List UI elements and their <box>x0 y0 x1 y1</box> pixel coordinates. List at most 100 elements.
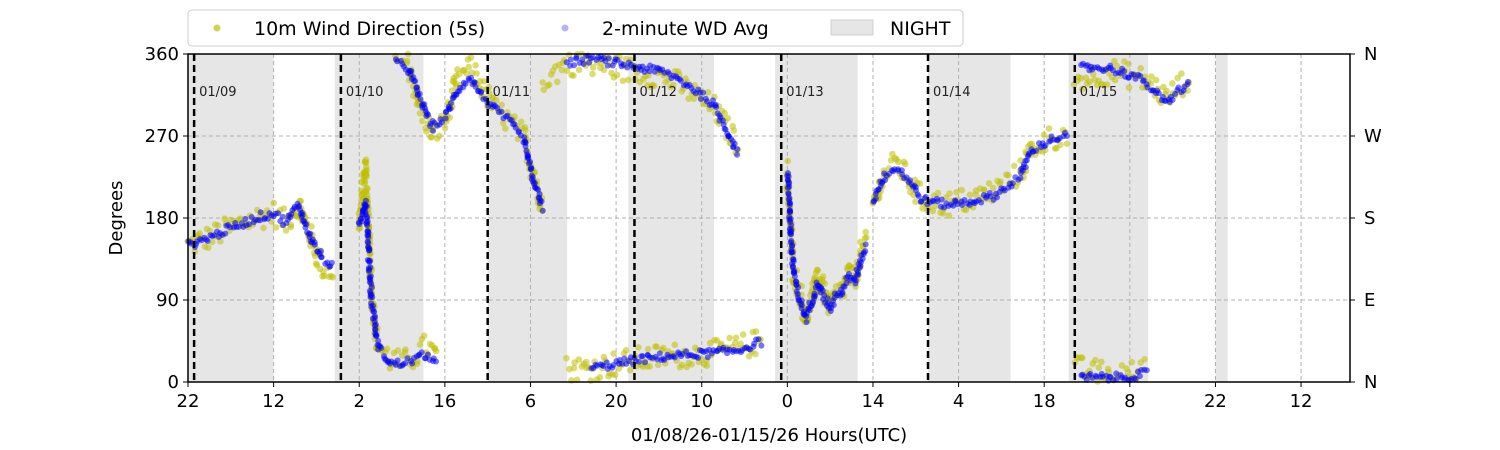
data-point <box>358 218 365 225</box>
data-point <box>416 341 424 348</box>
data-point <box>981 187 988 194</box>
data-point <box>427 123 433 130</box>
data-point <box>697 96 704 102</box>
data-point <box>788 237 795 244</box>
data-point <box>932 202 939 210</box>
data-point <box>788 249 795 256</box>
data-point <box>575 356 583 363</box>
data-point <box>1079 85 1086 93</box>
data-point <box>1121 68 1127 75</box>
data-point <box>912 198 919 205</box>
data-point <box>642 359 648 366</box>
data-point <box>1086 78 1093 85</box>
data-point <box>902 160 909 168</box>
data-point <box>862 241 869 248</box>
data-point <box>803 313 810 320</box>
x-tick-label: 0 <box>782 391 793 412</box>
data-point <box>670 81 677 89</box>
data-point <box>580 61 587 67</box>
data-point <box>713 104 720 111</box>
data-point <box>704 89 712 96</box>
data-point <box>700 89 707 96</box>
data-point <box>368 284 375 291</box>
data-point <box>554 78 561 86</box>
data-point <box>626 366 634 374</box>
data-point <box>522 143 529 150</box>
data-point <box>625 76 632 84</box>
data-point <box>416 90 423 97</box>
day-markers: 01/09 01/10 01/11 01/12 01/13 01/14 01/15 <box>192 54 1117 382</box>
data-point <box>539 207 546 214</box>
data-point <box>372 313 378 320</box>
y-tick-label: 270 <box>145 126 179 147</box>
data-point <box>600 66 608 74</box>
data-point <box>328 259 335 266</box>
data-point <box>915 193 922 200</box>
data-point <box>499 119 507 127</box>
data-point <box>409 360 416 367</box>
data-point <box>978 199 985 206</box>
data-point <box>545 81 553 88</box>
data-point <box>361 178 369 186</box>
data-point <box>366 247 373 254</box>
legend-label: 10m Wind Direction (5s) <box>254 18 485 40</box>
data-point <box>472 62 479 69</box>
x-tick-label: 4 <box>953 391 964 412</box>
data-point <box>365 268 372 275</box>
x-tick-label: 18 <box>1033 391 1056 412</box>
data-point <box>646 68 653 75</box>
data-point <box>257 209 264 216</box>
day-marker-label: 01/09 <box>199 85 236 100</box>
data-point <box>934 189 942 197</box>
data-point <box>480 78 488 85</box>
data-point <box>412 78 419 84</box>
data-point <box>862 248 869 255</box>
data-point <box>639 353 646 360</box>
data-point <box>1113 62 1121 70</box>
legend-label: 2-minute WD Avg <box>602 18 769 40</box>
data-point <box>660 344 667 352</box>
data-point <box>786 183 793 190</box>
data-point <box>619 77 627 85</box>
data-point <box>958 186 966 194</box>
data-point <box>1185 78 1191 85</box>
right-tick-label: N <box>1364 372 1377 393</box>
data-point <box>430 127 437 134</box>
data-point <box>433 358 439 365</box>
x-tick-label: 12 <box>1290 391 1313 412</box>
data-point <box>418 349 425 356</box>
data-point <box>361 159 369 166</box>
data-point <box>422 105 429 112</box>
data-point <box>730 127 738 134</box>
y-tick-label: 90 <box>156 290 179 311</box>
data-point <box>1163 87 1170 95</box>
data-point <box>1178 70 1185 77</box>
data-point <box>636 358 643 365</box>
data-point <box>535 186 542 193</box>
data-point <box>724 115 732 122</box>
data-point <box>1033 147 1039 154</box>
day-marker-label: 01/14 <box>933 85 970 100</box>
data-point <box>734 146 741 153</box>
data-point <box>447 105 454 112</box>
data-point <box>872 195 879 202</box>
data-point <box>1063 140 1071 147</box>
data-point <box>575 66 583 74</box>
data-point <box>1078 354 1086 362</box>
data-point <box>786 201 793 208</box>
data-point <box>465 63 473 71</box>
right-tick-label: S <box>1364 208 1375 229</box>
data-point <box>614 56 621 63</box>
data-point <box>364 238 371 245</box>
data-point <box>1125 84 1133 91</box>
data-point <box>1152 76 1160 84</box>
data-point <box>726 334 733 342</box>
data-point <box>373 332 379 339</box>
data-point <box>704 354 711 361</box>
x-tick-label: 12 <box>262 391 285 412</box>
y-tick-label: 180 <box>145 208 179 229</box>
data-point <box>654 361 662 369</box>
data-point <box>311 241 318 248</box>
data-point <box>938 196 945 203</box>
data-point <box>1128 358 1136 366</box>
